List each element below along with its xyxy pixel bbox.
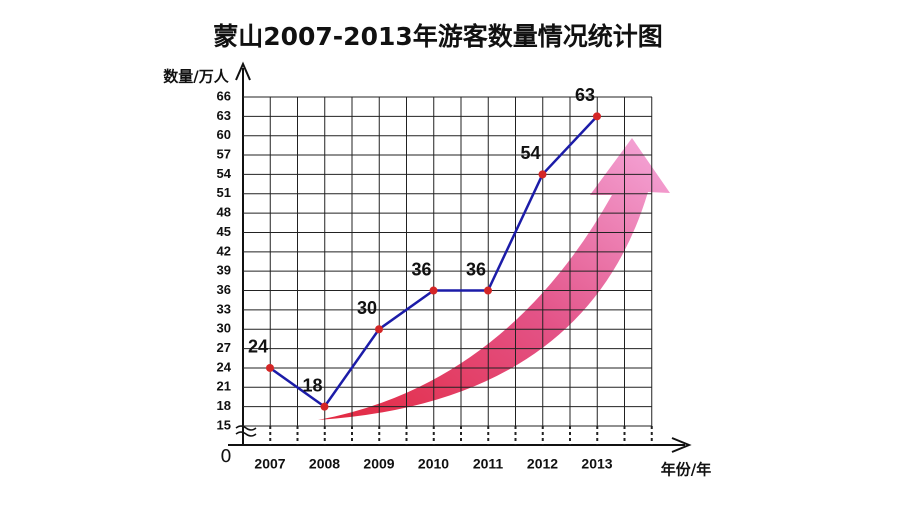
y-tick-label: 30 [217, 321, 231, 336]
data-label: 54 [520, 143, 540, 163]
x-tick-label: 2009 [363, 456, 394, 472]
x-tick-label: 2010 [418, 456, 449, 472]
data-label: 18 [302, 375, 322, 395]
y-tick-label: 63 [217, 108, 231, 123]
point [266, 363, 274, 372]
point [320, 402, 329, 411]
data-label: 36 [411, 259, 431, 279]
x-tick-label: 2007 [254, 456, 285, 472]
point [593, 112, 601, 121]
y-tick-label: 42 [217, 243, 231, 258]
point [484, 286, 492, 295]
y-tick-label: 66 [217, 88, 231, 103]
x-tick-label: 2013 [581, 456, 612, 472]
point [538, 170, 547, 179]
y-tick-label: 45 [217, 224, 231, 239]
y-tick-label: 51 [217, 185, 231, 200]
y-tick-label: 18 [217, 398, 231, 413]
y-tick-label: 48 [217, 205, 231, 220]
y-tick-label: 27 [217, 340, 231, 355]
data-label: 63 [575, 85, 595, 105]
y-tick-label: 36 [217, 282, 231, 297]
x-tick-label: 2012 [527, 456, 558, 472]
x-axis-label: 年份/年 [661, 461, 711, 479]
x-tick-label: 2008 [309, 456, 340, 472]
y-tick-label: 21 [217, 379, 231, 394]
data-label: 24 [248, 337, 268, 357]
y-tick-label: 24 [217, 359, 232, 374]
y-tick-label: 33 [217, 301, 231, 316]
data-label: 30 [357, 298, 377, 318]
y-tick-label: 39 [217, 263, 231, 278]
axis-break [235, 425, 257, 437]
point [375, 325, 383, 334]
trend-arrow [318, 138, 670, 420]
y-axis-label: 数量/万人 [163, 68, 229, 86]
y-tick-label: 54 [217, 166, 232, 181]
x-tick-label: 2011 [473, 456, 504, 472]
x-axis-arrow [671, 437, 692, 453]
chart-title: 蒙山2007-2013年游客数量情况统计图 [213, 22, 663, 51]
data-label: 36 [466, 259, 486, 279]
y-tick-label: 57 [217, 146, 231, 161]
point [429, 286, 438, 295]
y-axis-arrow [235, 61, 251, 81]
y-tick-label: 15 [217, 417, 231, 432]
origin-label: 0 [220, 446, 231, 467]
y-tick-label: 60 [217, 127, 231, 142]
